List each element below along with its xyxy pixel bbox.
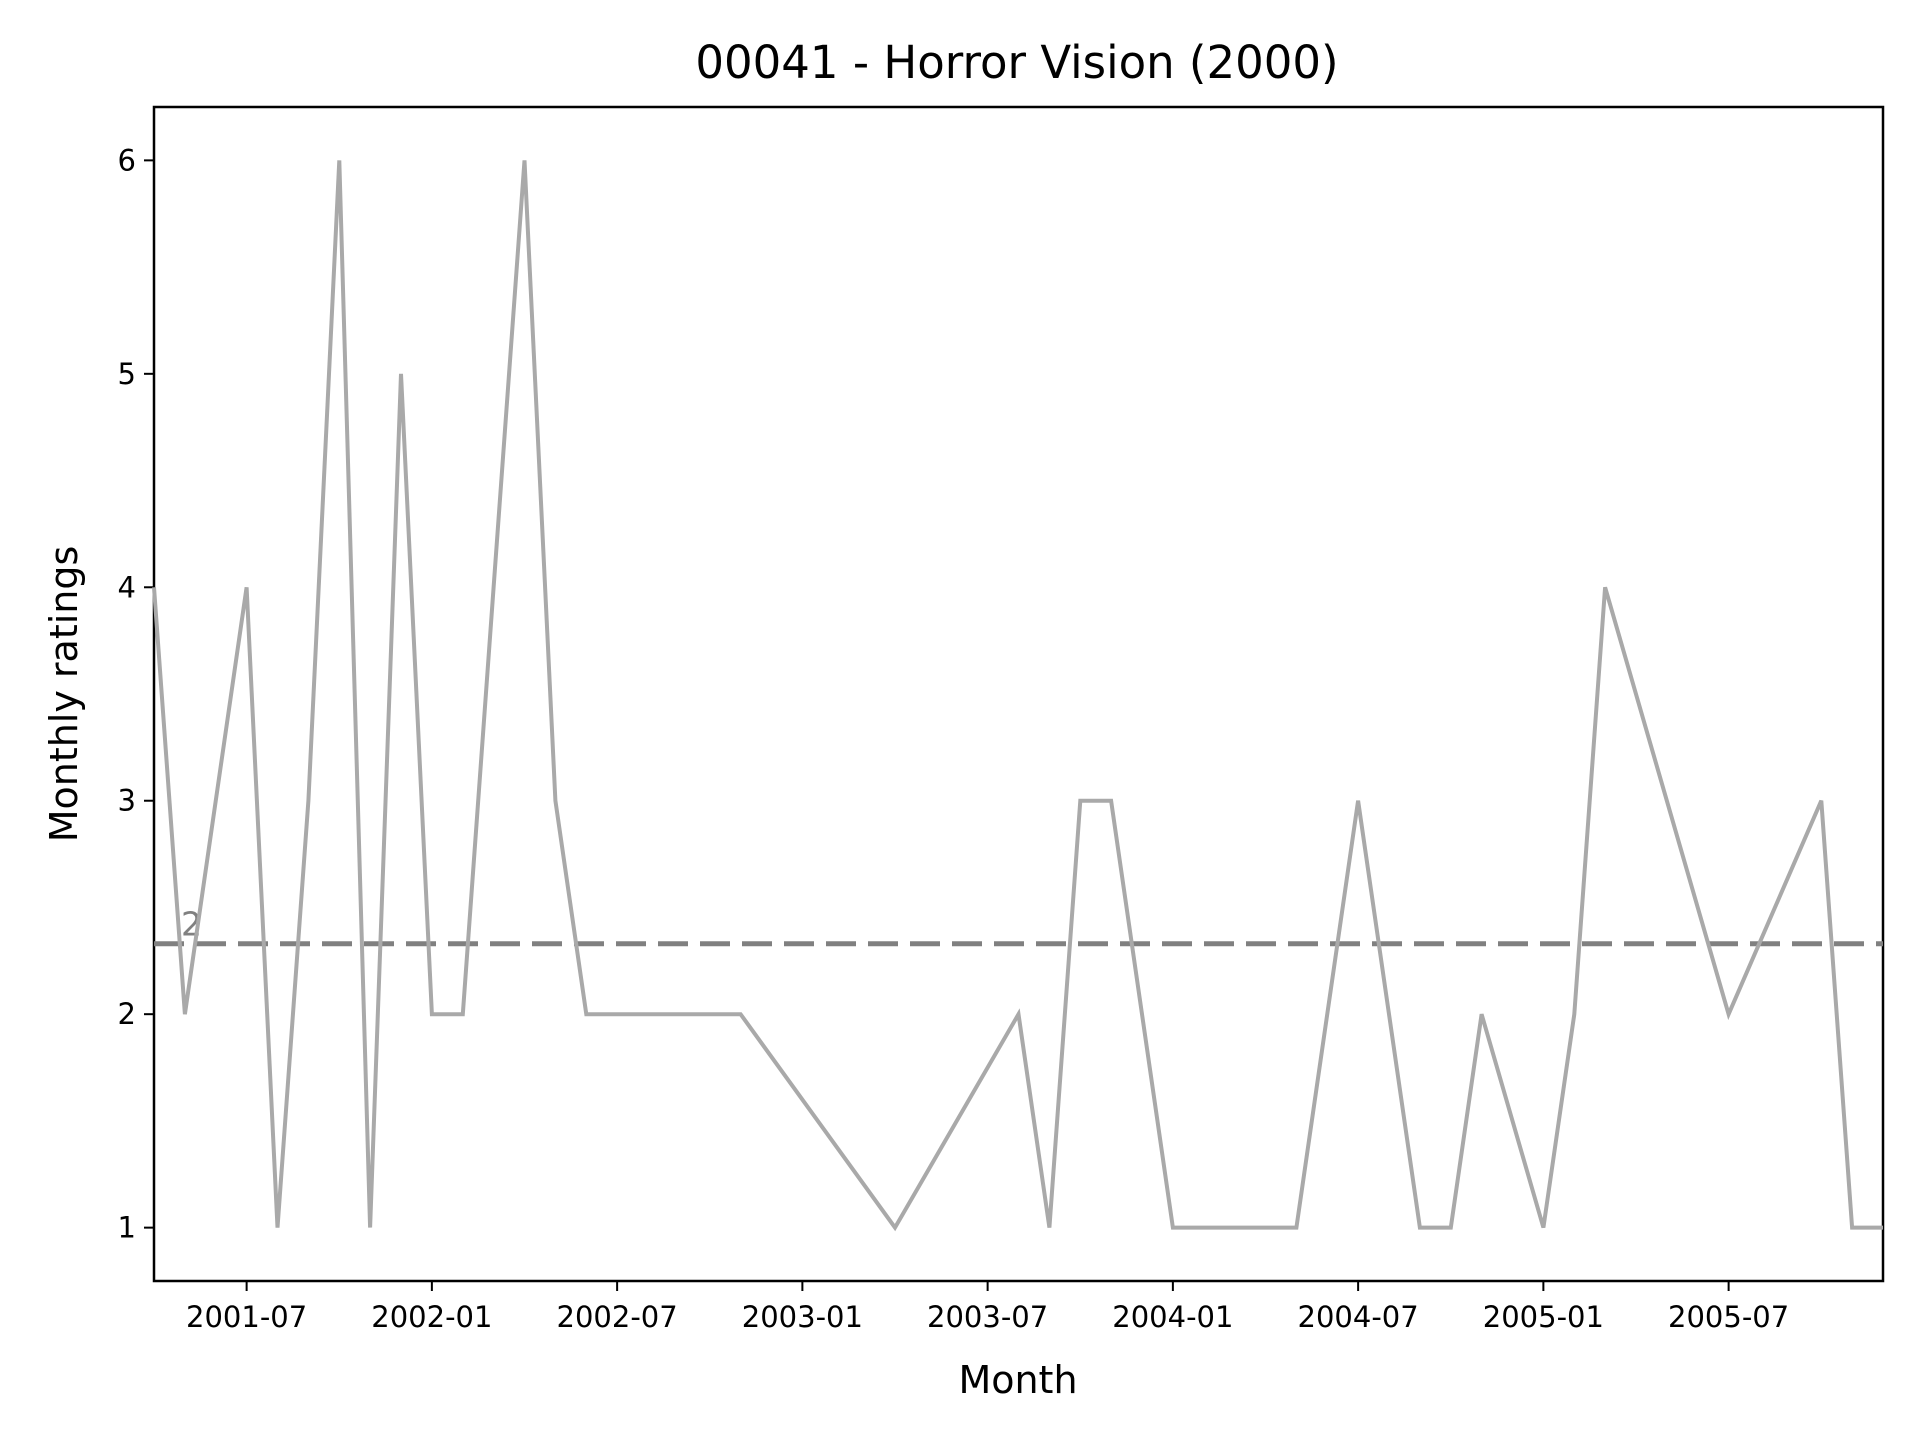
- chart-title: 00041 - Horror Vision (2000): [695, 36, 1338, 89]
- data-point: [1049, 1227, 1050, 1228]
- y-tick-label: 4: [118, 570, 136, 604]
- data-point: [431, 1014, 432, 1015]
- y-tick-label: 3: [118, 784, 136, 818]
- data-point: [1605, 587, 1606, 588]
- series-group: [152, 160, 1884, 1232]
- series-line: [152, 160, 1883, 1232]
- x-tick-label: 2002-01: [371, 1300, 492, 1334]
- x-tick-label: 2001-07: [186, 1300, 307, 1334]
- data-point: [1111, 800, 1112, 801]
- data-point: [246, 587, 247, 588]
- data-point: [1172, 1227, 1173, 1228]
- x-tick-label: 2004-07: [1298, 1300, 1419, 1334]
- plot-area: [152, 105, 1885, 1283]
- data-point: [524, 160, 525, 161]
- data-point: [370, 1227, 371, 1228]
- data-point: [895, 1227, 896, 1228]
- data-point: [154, 587, 155, 588]
- x-axis-label: Month: [958, 1358, 1077, 1402]
- data-point: [1481, 1014, 1482, 1015]
- data-point: [555, 800, 556, 801]
- data-point: [493, 587, 494, 588]
- data-point: [1543, 1227, 1544, 1228]
- data-point: [277, 1227, 278, 1228]
- data-point: [1450, 1227, 1451, 1228]
- x-tick-label: 2005-01: [1483, 1300, 1604, 1334]
- data-point: [1821, 800, 1822, 801]
- x-tick-label: 2005-07: [1668, 1300, 1789, 1334]
- x-tick-label: 2003-07: [927, 1300, 1048, 1334]
- data-point: [1419, 1227, 1420, 1228]
- x-tick-label: 2002-07: [557, 1300, 678, 1334]
- plot-frame: [152, 105, 1885, 1283]
- data-point: [1574, 1014, 1575, 1015]
- data-point: [1080, 800, 1081, 801]
- y-axis: 1 2 3 4 5 6: [118, 143, 154, 1245]
- data-point: [339, 160, 340, 161]
- y-axis-label: Monthly ratings: [42, 546, 86, 843]
- data-point: [586, 1014, 587, 1015]
- y-tick-label: 5: [118, 357, 136, 391]
- data-point: [308, 800, 309, 801]
- data-point: [1883, 1227, 1884, 1228]
- data-point: [1296, 1227, 1297, 1228]
- y-tick-label: 2: [118, 997, 136, 1031]
- y-tick-label: 1: [118, 1211, 136, 1245]
- x-tick-label: 2004-01: [1112, 1300, 1233, 1334]
- data-point: [1358, 800, 1359, 801]
- x-tick-label: 2003-01: [742, 1300, 863, 1334]
- data-point: [740, 1014, 741, 1015]
- data-point: [1018, 1014, 1019, 1015]
- y-tick-label: 6: [118, 143, 136, 177]
- data-point: [1728, 1014, 1729, 1015]
- x-axis: 2001-07 2002-01 2002-07 2003-01 2003-07 2004-…: [186, 1281, 1789, 1334]
- data-point: [401, 373, 402, 374]
- data-point: [462, 1014, 463, 1015]
- data-point: [1852, 1227, 1853, 1228]
- data-point: [184, 1014, 185, 1015]
